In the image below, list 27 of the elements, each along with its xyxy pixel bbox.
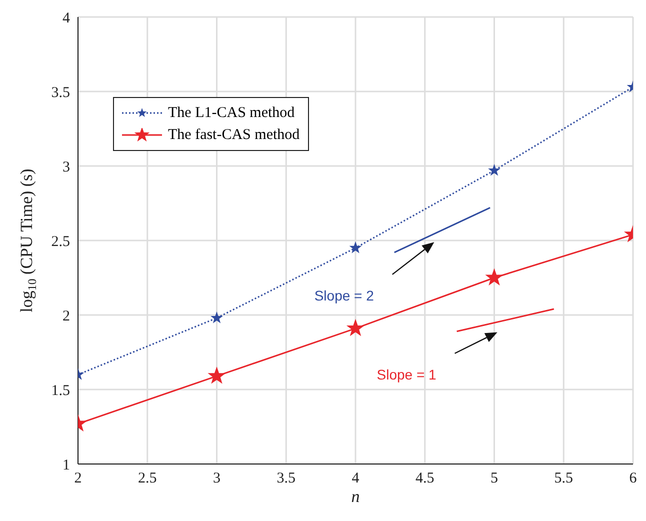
legend-label: The L1-CAS method: [168, 104, 295, 123]
point: [211, 312, 222, 323]
point: [208, 368, 225, 384]
x-axis-title: n: [351, 487, 360, 506]
y-tick-label: 4: [62, 10, 70, 26]
point: [347, 320, 364, 336]
y-tick-label: 2: [62, 308, 70, 324]
annotation: Slope = 2: [314, 287, 374, 304]
x-tick-label: 2.5: [138, 470, 157, 487]
point: [486, 269, 502, 285]
y-tick-label: 3: [62, 159, 70, 176]
y-tick-label: 2.5: [51, 234, 70, 250]
x-tick-label: 4.5: [416, 470, 434, 487]
x-tick-label: 3: [213, 470, 220, 487]
y-tick-label: 1: [62, 457, 70, 474]
x-tick-label: 5: [490, 470, 498, 487]
x-tick-label: 5.5: [554, 470, 573, 487]
legend-label: The fast-CAS method: [168, 126, 300, 145]
point: [488, 164, 500, 176]
x-tick-label: 2: [74, 470, 82, 487]
x-tick-label: 4: [352, 470, 360, 487]
point: [350, 242, 361, 252]
y-tick-label: 3.5: [51, 84, 70, 101]
x-tick-label: 3.5: [276, 470, 296, 487]
x-tick-label: 6: [629, 470, 638, 487]
annotation: Slope = 1: [376, 366, 437, 382]
y-tick-label: 1.5: [51, 382, 70, 399]
